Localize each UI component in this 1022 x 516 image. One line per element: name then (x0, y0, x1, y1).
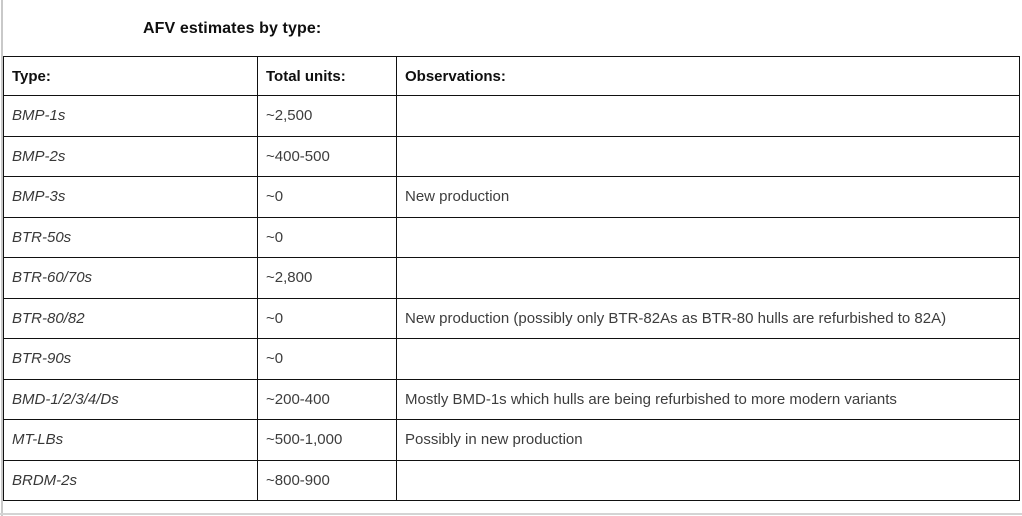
type-cell: BTR-60/70s (3, 257, 258, 299)
afv-estimates-table: Type: Total units: Observations: BMP-1s … (3, 56, 1020, 501)
table-row: BMP-3s ~0 New production (3, 176, 1020, 218)
units-cell: ~500-1,000 (257, 419, 397, 461)
units-cell: ~2,800 (257, 257, 397, 299)
type-cell: BMP-2s (3, 135, 258, 177)
units-cell: ~2,500 (257, 95, 397, 137)
header-row: Type: Total units: Observations: (3, 56, 1020, 96)
units-cell: ~0 (257, 216, 397, 258)
units-cell: ~0 (257, 338, 397, 380)
type-cell: BTR-50s (3, 216, 258, 258)
header-type: Type: (3, 56, 258, 96)
observations-cell: New production (possibly only BTR-82As a… (396, 297, 1020, 339)
units-cell: ~800-900 (257, 459, 397, 501)
observations-cell (396, 135, 1020, 177)
observations-cell (396, 216, 1020, 258)
header-total-units: Total units: (257, 56, 397, 96)
type-cell: BTR-90s (3, 338, 258, 380)
page-left-rule (1, 0, 3, 516)
units-cell: ~200-400 (257, 378, 397, 420)
table-row: BMP-2s ~400-500 (3, 135, 1020, 177)
table-row: BTR-90s ~0 (3, 338, 1020, 380)
type-cell: BMP-3s (3, 176, 258, 218)
observations-cell: Possibly in new production (396, 419, 1020, 461)
units-cell: ~400-500 (257, 135, 397, 177)
table-row: BMP-1s ~2,500 (3, 95, 1020, 137)
type-cell: BMD-1/2/3/4/Ds (3, 378, 258, 420)
type-cell: BRDM-2s (3, 459, 258, 501)
units-cell: ~0 (257, 176, 397, 218)
page-bottom-rule (0, 513, 1022, 515)
units-cell: ~0 (257, 297, 397, 339)
observations-cell (396, 459, 1020, 501)
type-cell: BTR-80/82 (3, 297, 258, 339)
table-row: BTR-80/82 ~0 New production (possibly on… (3, 297, 1020, 339)
observations-cell: Mostly BMD-1s which hulls are being refu… (396, 378, 1020, 420)
type-cell: MT-LBs (3, 419, 258, 461)
observations-cell (396, 95, 1020, 137)
type-cell: BMP-1s (3, 95, 258, 137)
observations-cell (396, 257, 1020, 299)
observations-cell: New production (396, 176, 1020, 218)
header-observations: Observations: (396, 56, 1020, 96)
table-title: AFV estimates by type: (143, 20, 322, 37)
table-row: BMD-1/2/3/4/Ds ~200-400 Mostly BMD-1s wh… (3, 378, 1020, 420)
observations-cell (396, 338, 1020, 380)
table-row: BTR-60/70s ~2,800 (3, 257, 1020, 299)
table-row: MT-LBs ~500-1,000 Possibly in new produc… (3, 419, 1020, 461)
table-row: BRDM-2s ~800-900 (3, 459, 1020, 501)
table-row: BTR-50s ~0 (3, 216, 1020, 258)
